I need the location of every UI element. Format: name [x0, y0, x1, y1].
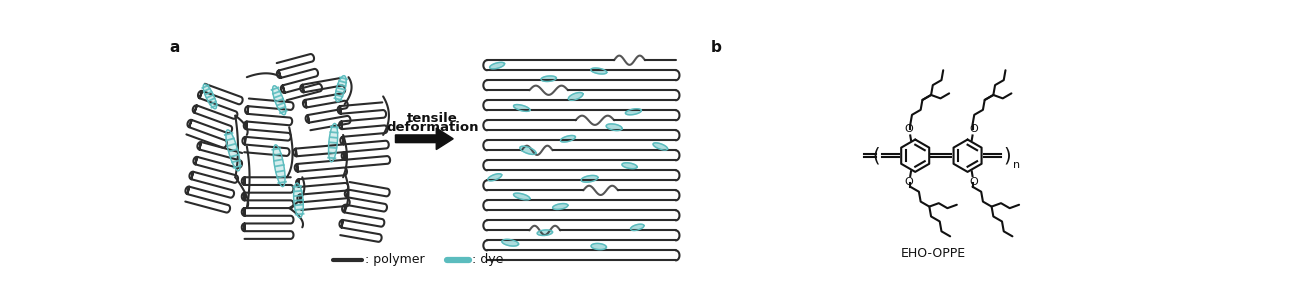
- Text: n: n: [1013, 160, 1020, 170]
- Polygon shape: [553, 204, 568, 209]
- Polygon shape: [622, 163, 637, 169]
- Polygon shape: [653, 143, 668, 150]
- Polygon shape: [591, 68, 607, 74]
- Polygon shape: [487, 174, 502, 181]
- Polygon shape: [541, 76, 556, 82]
- Text: b: b: [711, 40, 721, 55]
- Polygon shape: [631, 224, 644, 231]
- Polygon shape: [272, 86, 285, 115]
- Polygon shape: [591, 243, 606, 250]
- Text: ): ): [1003, 146, 1010, 165]
- Text: O: O: [904, 178, 913, 188]
- Polygon shape: [293, 183, 304, 218]
- Text: O: O: [904, 124, 913, 134]
- Text: : dye: : dye: [472, 253, 503, 266]
- Polygon shape: [328, 123, 338, 162]
- Text: O: O: [970, 124, 979, 134]
- Text: deformation: deformation: [386, 121, 478, 134]
- Polygon shape: [226, 130, 240, 171]
- Polygon shape: [514, 105, 530, 112]
- Polygon shape: [502, 239, 519, 246]
- Text: a: a: [170, 40, 180, 55]
- FancyArrow shape: [396, 128, 453, 150]
- Text: EHO-OPPE: EHO-OPPE: [901, 248, 966, 261]
- Polygon shape: [569, 92, 583, 100]
- Polygon shape: [625, 109, 641, 115]
- Polygon shape: [204, 84, 217, 109]
- Text: tensile: tensile: [407, 112, 457, 125]
- Polygon shape: [581, 175, 598, 182]
- Polygon shape: [520, 146, 536, 155]
- Text: : polymer: : polymer: [365, 253, 424, 266]
- Polygon shape: [273, 145, 285, 187]
- Polygon shape: [490, 62, 505, 69]
- Text: O: O: [970, 178, 979, 188]
- Polygon shape: [606, 124, 622, 131]
- Polygon shape: [335, 76, 346, 102]
- Polygon shape: [561, 135, 576, 142]
- Polygon shape: [537, 230, 552, 235]
- Polygon shape: [514, 193, 530, 200]
- Text: (: (: [872, 146, 879, 165]
